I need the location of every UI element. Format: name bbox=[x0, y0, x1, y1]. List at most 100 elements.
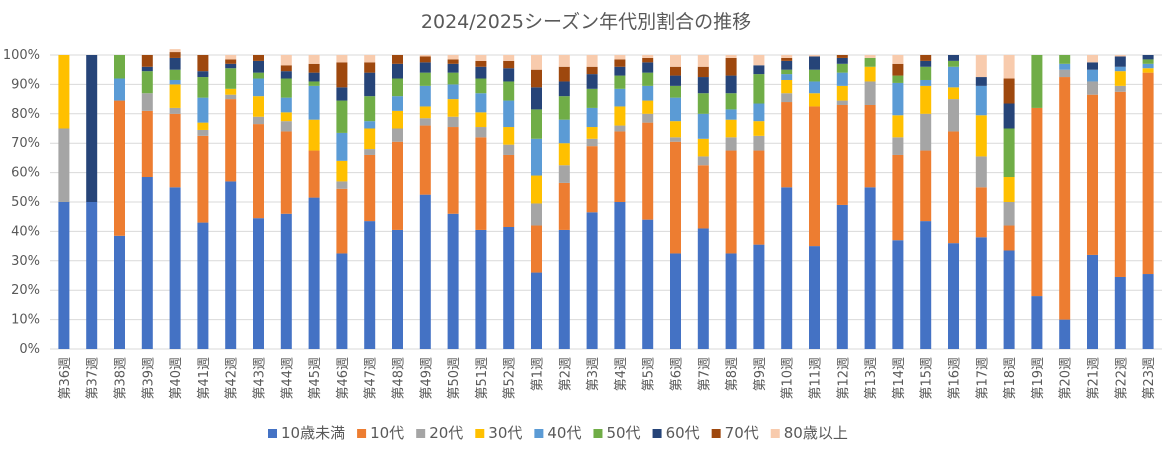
bar-segment bbox=[1003, 103, 1015, 129]
bar-segment bbox=[753, 103, 765, 122]
bar-segment bbox=[753, 55, 765, 66]
bar-segment bbox=[280, 55, 292, 66]
x-tick-label: 第46週 bbox=[336, 357, 351, 400]
bar-segment bbox=[781, 60, 793, 70]
bar-segment bbox=[141, 93, 153, 111]
bar-segment bbox=[1142, 72, 1154, 275]
bar-segment bbox=[503, 60, 515, 69]
bar-segment bbox=[697, 228, 709, 349]
x-tick-label: 第37週 bbox=[86, 357, 101, 400]
bar-segment bbox=[642, 122, 654, 220]
bar-segment bbox=[753, 121, 765, 136]
bar-segment bbox=[114, 78, 125, 101]
bar-segment bbox=[280, 71, 292, 79]
x-tick-label: 第1週 bbox=[531, 357, 546, 391]
x-tick-label: 第23週 bbox=[1142, 357, 1157, 400]
legend-swatch bbox=[593, 429, 603, 438]
bar-segment bbox=[364, 96, 376, 122]
bar-segment bbox=[169, 57, 181, 70]
x-axis-ticks: 第36週 第37週 第38週 第39週 第40週 第41週 第42週 第43週 第44週 第45週… bbox=[58, 357, 1157, 400]
bar-segment bbox=[503, 127, 515, 145]
bar-segment bbox=[920, 85, 932, 114]
bar-segment bbox=[836, 55, 848, 58]
bar-segment bbox=[614, 106, 626, 126]
bar-segment bbox=[948, 99, 959, 132]
bar-segment bbox=[1031, 296, 1043, 349]
bar-segment bbox=[1114, 71, 1126, 86]
bar-segment bbox=[141, 71, 153, 94]
bar-segment bbox=[531, 55, 542, 70]
bar-segment bbox=[475, 127, 487, 138]
legend-swatch bbox=[711, 429, 721, 438]
bar-segment bbox=[169, 49, 181, 53]
bar-segment bbox=[614, 55, 626, 60]
bar-segment bbox=[308, 63, 320, 73]
bar-segment bbox=[141, 177, 153, 349]
bar-segment bbox=[447, 63, 459, 73]
bar-segment bbox=[1059, 63, 1071, 70]
bar-segment bbox=[419, 62, 431, 73]
bar-segment bbox=[697, 55, 709, 67]
chart-title: 2024/2025シーズン年代別割合の推移 bbox=[421, 11, 751, 33]
bar-segment bbox=[253, 72, 264, 79]
bar-segment bbox=[336, 87, 348, 101]
bar-segment bbox=[447, 59, 459, 64]
bar-segment bbox=[753, 135, 765, 151]
bar-segment bbox=[503, 81, 515, 101]
bar-segment bbox=[809, 56, 820, 70]
bar-segment bbox=[253, 218, 264, 349]
bar-segment bbox=[753, 65, 765, 75]
bar-segment bbox=[892, 154, 904, 241]
bar-segment bbox=[642, 57, 654, 63]
bar-segment bbox=[531, 138, 542, 176]
bar-segment bbox=[697, 93, 709, 114]
bar-segment bbox=[1114, 56, 1126, 67]
bar-segment bbox=[670, 141, 681, 254]
bar-segment bbox=[642, 100, 654, 114]
bar-segment bbox=[280, 65, 292, 72]
bar-segment bbox=[1142, 63, 1154, 69]
bar-segment bbox=[364, 72, 376, 97]
bar-segment bbox=[1087, 254, 1098, 349]
bar-segment bbox=[586, 74, 598, 89]
bar-segment bbox=[558, 96, 570, 120]
bar-segment bbox=[864, 57, 876, 67]
bar-segment bbox=[1114, 85, 1126, 92]
bar-segment bbox=[725, 75, 737, 94]
bar-segment bbox=[697, 156, 709, 166]
x-tick-label: 第38週 bbox=[114, 357, 129, 400]
bar-segment bbox=[197, 129, 209, 136]
bar-segment bbox=[225, 68, 237, 89]
bar-segment bbox=[114, 100, 125, 236]
bar-segment bbox=[280, 97, 292, 113]
bar-segment bbox=[225, 63, 237, 69]
bar-segment bbox=[670, 55, 681, 67]
bar-segment bbox=[336, 55, 348, 63]
bar-segment bbox=[392, 78, 403, 97]
bar-segment bbox=[447, 99, 459, 117]
bar-segment bbox=[948, 60, 959, 67]
bar-segment bbox=[364, 154, 376, 222]
bar-segment bbox=[308, 55, 320, 64]
bar-segment bbox=[169, 69, 181, 80]
bar-segment bbox=[475, 229, 487, 349]
y-tick-label: 60% bbox=[11, 166, 40, 181]
bar-segment bbox=[836, 85, 848, 101]
bar-segment bbox=[725, 119, 737, 138]
y-tick-label: 30% bbox=[11, 254, 40, 269]
bar-segment bbox=[308, 197, 320, 349]
bar-segment bbox=[781, 55, 793, 58]
x-tick-label: 第17週 bbox=[975, 357, 990, 400]
bar-segment bbox=[280, 213, 292, 349]
bar-segment bbox=[836, 63, 848, 73]
bar-segment bbox=[141, 110, 153, 178]
bar-segment bbox=[336, 253, 348, 349]
bar-segment bbox=[392, 96, 403, 111]
x-tick-label: 第15週 bbox=[920, 357, 935, 400]
x-tick-label: 第4週 bbox=[614, 357, 629, 391]
bar-segment bbox=[531, 203, 542, 226]
bar-segment bbox=[948, 87, 959, 100]
bar-segment bbox=[586, 146, 598, 213]
bar-segment bbox=[558, 119, 570, 144]
